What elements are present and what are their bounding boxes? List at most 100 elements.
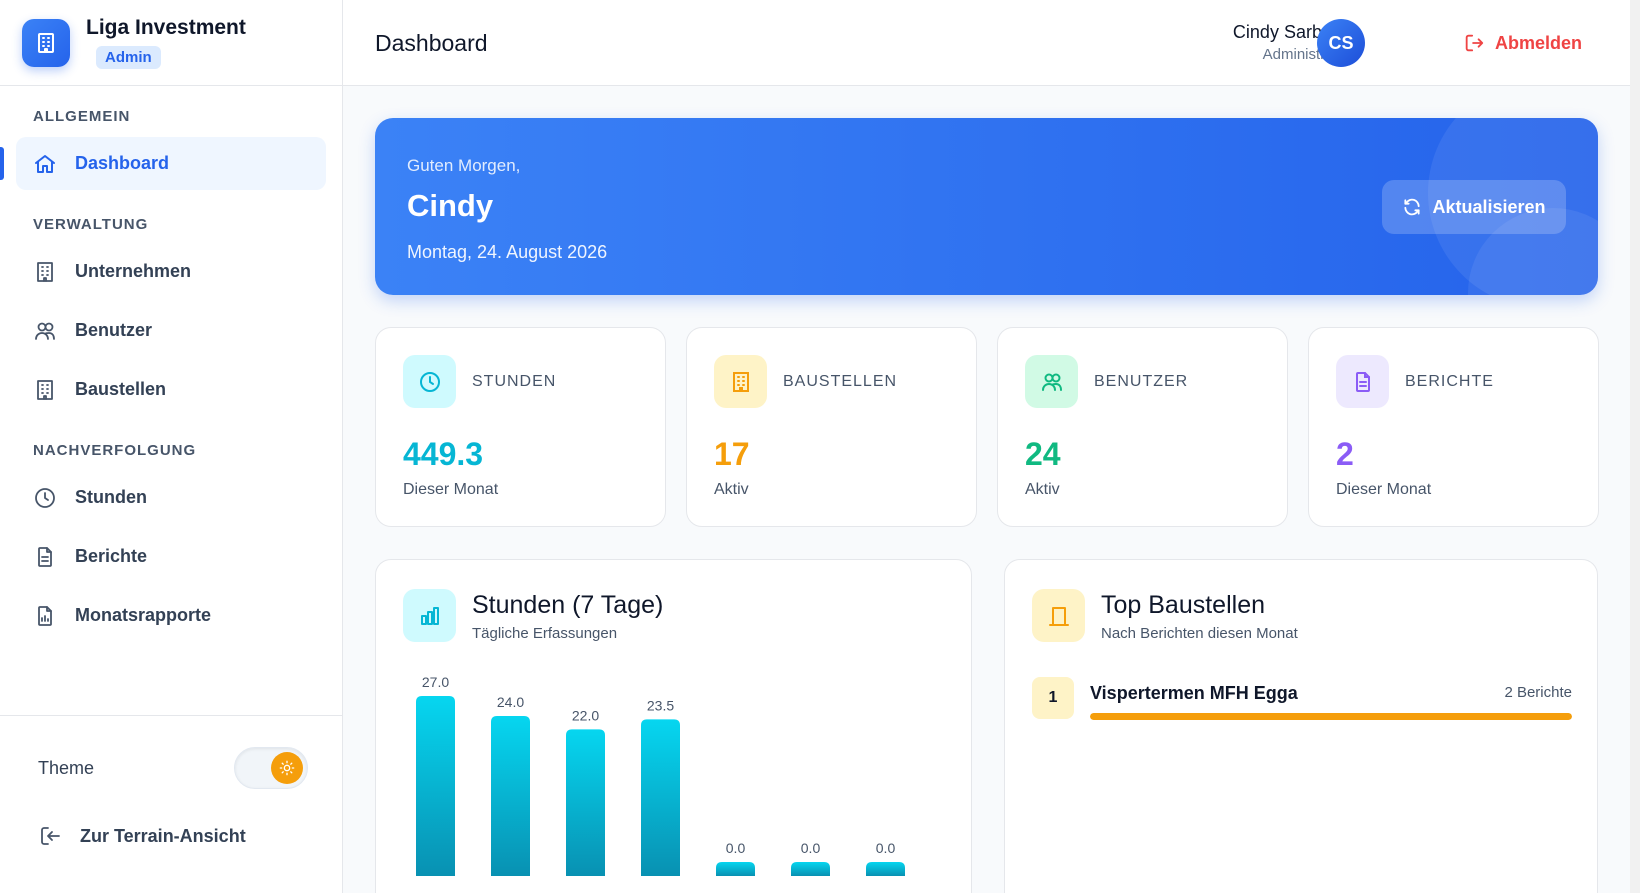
top-header: Dashboard Cindy Sarbach Administrator CS… xyxy=(343,0,1640,893)
users-icon xyxy=(1025,355,1078,408)
stat-value: 2 xyxy=(1336,436,1354,472)
stat-label: BENUTZER xyxy=(1094,373,1189,390)
logout-icon xyxy=(1463,32,1485,54)
stat-label: STUNDEN xyxy=(472,373,557,390)
nav-section-nachverfolgung: NACHVERFOLGUNG Stunden Berichte Monatsra… xyxy=(0,422,342,642)
nav-heading: VERWALTUNG xyxy=(33,216,149,233)
sidebar-item-benutzer[interactable]: Benutzer xyxy=(16,304,326,357)
site-name: Vispertermen MFH Egga xyxy=(1090,683,1298,703)
stat-subtitle: Dieser Monat xyxy=(403,481,499,498)
scrollbar[interactable] xyxy=(1630,0,1640,893)
sidebar-item-dashboard[interactable]: Dashboard xyxy=(0,137,326,190)
decorative-circle xyxy=(1428,118,1598,295)
stat-value: 449.3 xyxy=(403,436,484,472)
enter-icon xyxy=(38,824,62,848)
logout-label: Abmelden xyxy=(1495,32,1583,53)
document-icon xyxy=(1336,355,1389,408)
brand: Liga Investment Admin xyxy=(0,0,342,86)
sidebar-item-label: Stunden xyxy=(75,487,147,507)
sidebar-item-label: Unternehmen xyxy=(75,261,192,281)
terrain-view-link[interactable]: Zur Terrain-Ansicht xyxy=(38,824,246,848)
door-icon xyxy=(1032,589,1085,642)
bar-value-label: 23.5 xyxy=(647,697,674,713)
refresh-icon xyxy=(1402,197,1422,217)
terrain-link-label: Zur Terrain-Ansicht xyxy=(80,825,246,846)
avatar[interactable]: CS xyxy=(1317,19,1365,67)
sidebar-item-berichte[interactable]: Berichte xyxy=(16,530,326,583)
rank-progress-fill xyxy=(1090,713,1572,720)
sidebar: Liga Investment Admin ALLGEMEIN Dashboar… xyxy=(0,0,343,893)
sidebar-item-stunden[interactable]: Stunden xyxy=(16,471,326,524)
sidebar-item-unternehmen[interactable]: Unternehmen xyxy=(16,245,326,298)
sidebar-item-label: Berichte xyxy=(75,546,148,566)
bar-value-label: 0.0 xyxy=(726,840,746,856)
nav-heading: ALLGEMEIN xyxy=(33,108,131,125)
building-logo-icon xyxy=(22,18,70,67)
page-title: Dashboard xyxy=(375,30,488,56)
users-icon xyxy=(33,319,57,343)
role-badge: Admin xyxy=(96,46,161,69)
stat-card-berichte: BERICHTE 2 Dieser Monat xyxy=(1308,327,1599,527)
stat-card-stunden: STUNDEN 449.3 Dieser Monat xyxy=(375,327,666,527)
clock-icon xyxy=(403,355,456,408)
stat-value: 17 xyxy=(714,436,750,472)
sidebar-footer: Theme Zur Terrain-Ansicht xyxy=(0,715,342,893)
chart-bar xyxy=(641,719,680,876)
document-icon xyxy=(33,545,57,569)
top-site-row[interactable]: 1 Vispertermen MFH Egga 2 Berichte xyxy=(1032,677,1572,720)
theme-toggle[interactable] xyxy=(234,747,308,789)
stat-subtitle: Dieser Monat xyxy=(1336,481,1432,498)
building-icon xyxy=(33,260,57,284)
chart-bar xyxy=(866,862,905,876)
nav-section-verwaltung: VERWALTUNG Unternehmen Benutzer Baustell… xyxy=(0,196,342,416)
sidebar-item-label: Dashboard xyxy=(75,153,170,173)
report-icon xyxy=(33,604,57,628)
refresh-label: Aktualisieren xyxy=(1432,196,1546,217)
bar-value-label: 0.0 xyxy=(801,840,821,856)
panel-title: Stunden (7 Tage) xyxy=(472,591,664,619)
chart-bar xyxy=(566,729,605,876)
sidebar-item-label: Monatsrapporte xyxy=(75,605,212,625)
bar-value-label: 22.0 xyxy=(572,707,599,723)
welcome-banner: Guten Morgen, Cindy Montag, 24. August 2… xyxy=(375,118,1598,295)
home-icon xyxy=(33,152,57,176)
greeting-name: Cindy xyxy=(407,188,494,223)
panel-subtitle: Nach Berichten diesen Monat xyxy=(1101,625,1298,642)
top-sites-panel: Top Baustellen Nach Berichten diesen Mon… xyxy=(1004,559,1598,893)
current-date: Montag, 24. August 2026 xyxy=(407,242,608,262)
chart-bar xyxy=(416,696,455,876)
theme-label: Theme xyxy=(38,757,95,778)
hours-bar-chart: 27.0 24.0 22.0 23.5 0.0 0.0 0.0 xyxy=(416,674,905,876)
report-count: 2 Berichte xyxy=(1504,684,1572,701)
rank-progress-bar xyxy=(1090,713,1572,720)
clock-icon xyxy=(33,486,57,510)
greeting: Guten Morgen, xyxy=(407,156,521,175)
stat-subtitle: Aktiv xyxy=(1025,481,1060,498)
building-icon xyxy=(714,355,767,408)
logout-button[interactable]: Abmelden xyxy=(1463,32,1582,54)
sidebar-item-label: Baustellen xyxy=(75,379,167,399)
panel-title: Top Baustellen xyxy=(1101,591,1266,619)
stat-card-baustellen: BAUSTELLEN 17 Aktiv xyxy=(686,327,977,527)
stat-subtitle: Aktiv xyxy=(714,481,749,498)
stat-label: BERICHTE xyxy=(1405,373,1494,390)
nav-section-allgemein: ALLGEMEIN Dashboard xyxy=(0,86,342,190)
theme-row: Theme xyxy=(38,746,308,790)
chart-bar xyxy=(791,862,830,876)
hours-chart-panel: Stunden (7 Tage) Tägliche Erfassungen 27… xyxy=(375,559,972,893)
brand-name: Liga Investment xyxy=(86,16,246,39)
stat-label: BAUSTELLEN xyxy=(783,373,898,390)
bar-chart-icon xyxy=(403,589,456,642)
sidebar-item-monatsrapporte[interactable]: Monatsrapporte xyxy=(16,589,326,642)
stat-value: 24 xyxy=(1025,436,1061,472)
sidebar-item-baustellen[interactable]: Baustellen xyxy=(16,363,326,416)
sidebar-item-label: Benutzer xyxy=(75,320,153,340)
nav-heading: NACHVERFOLGUNG xyxy=(33,442,197,459)
refresh-button[interactable]: Aktualisieren xyxy=(1382,180,1566,234)
stat-card-benutzer: BENUTZER 24 Aktiv xyxy=(997,327,1288,527)
rank-number: 1 xyxy=(1032,677,1074,719)
building-icon xyxy=(33,378,57,402)
bar-value-label: 24.0 xyxy=(497,694,524,710)
active-indicator xyxy=(0,147,4,180)
bar-value-label: 27.0 xyxy=(422,674,449,690)
